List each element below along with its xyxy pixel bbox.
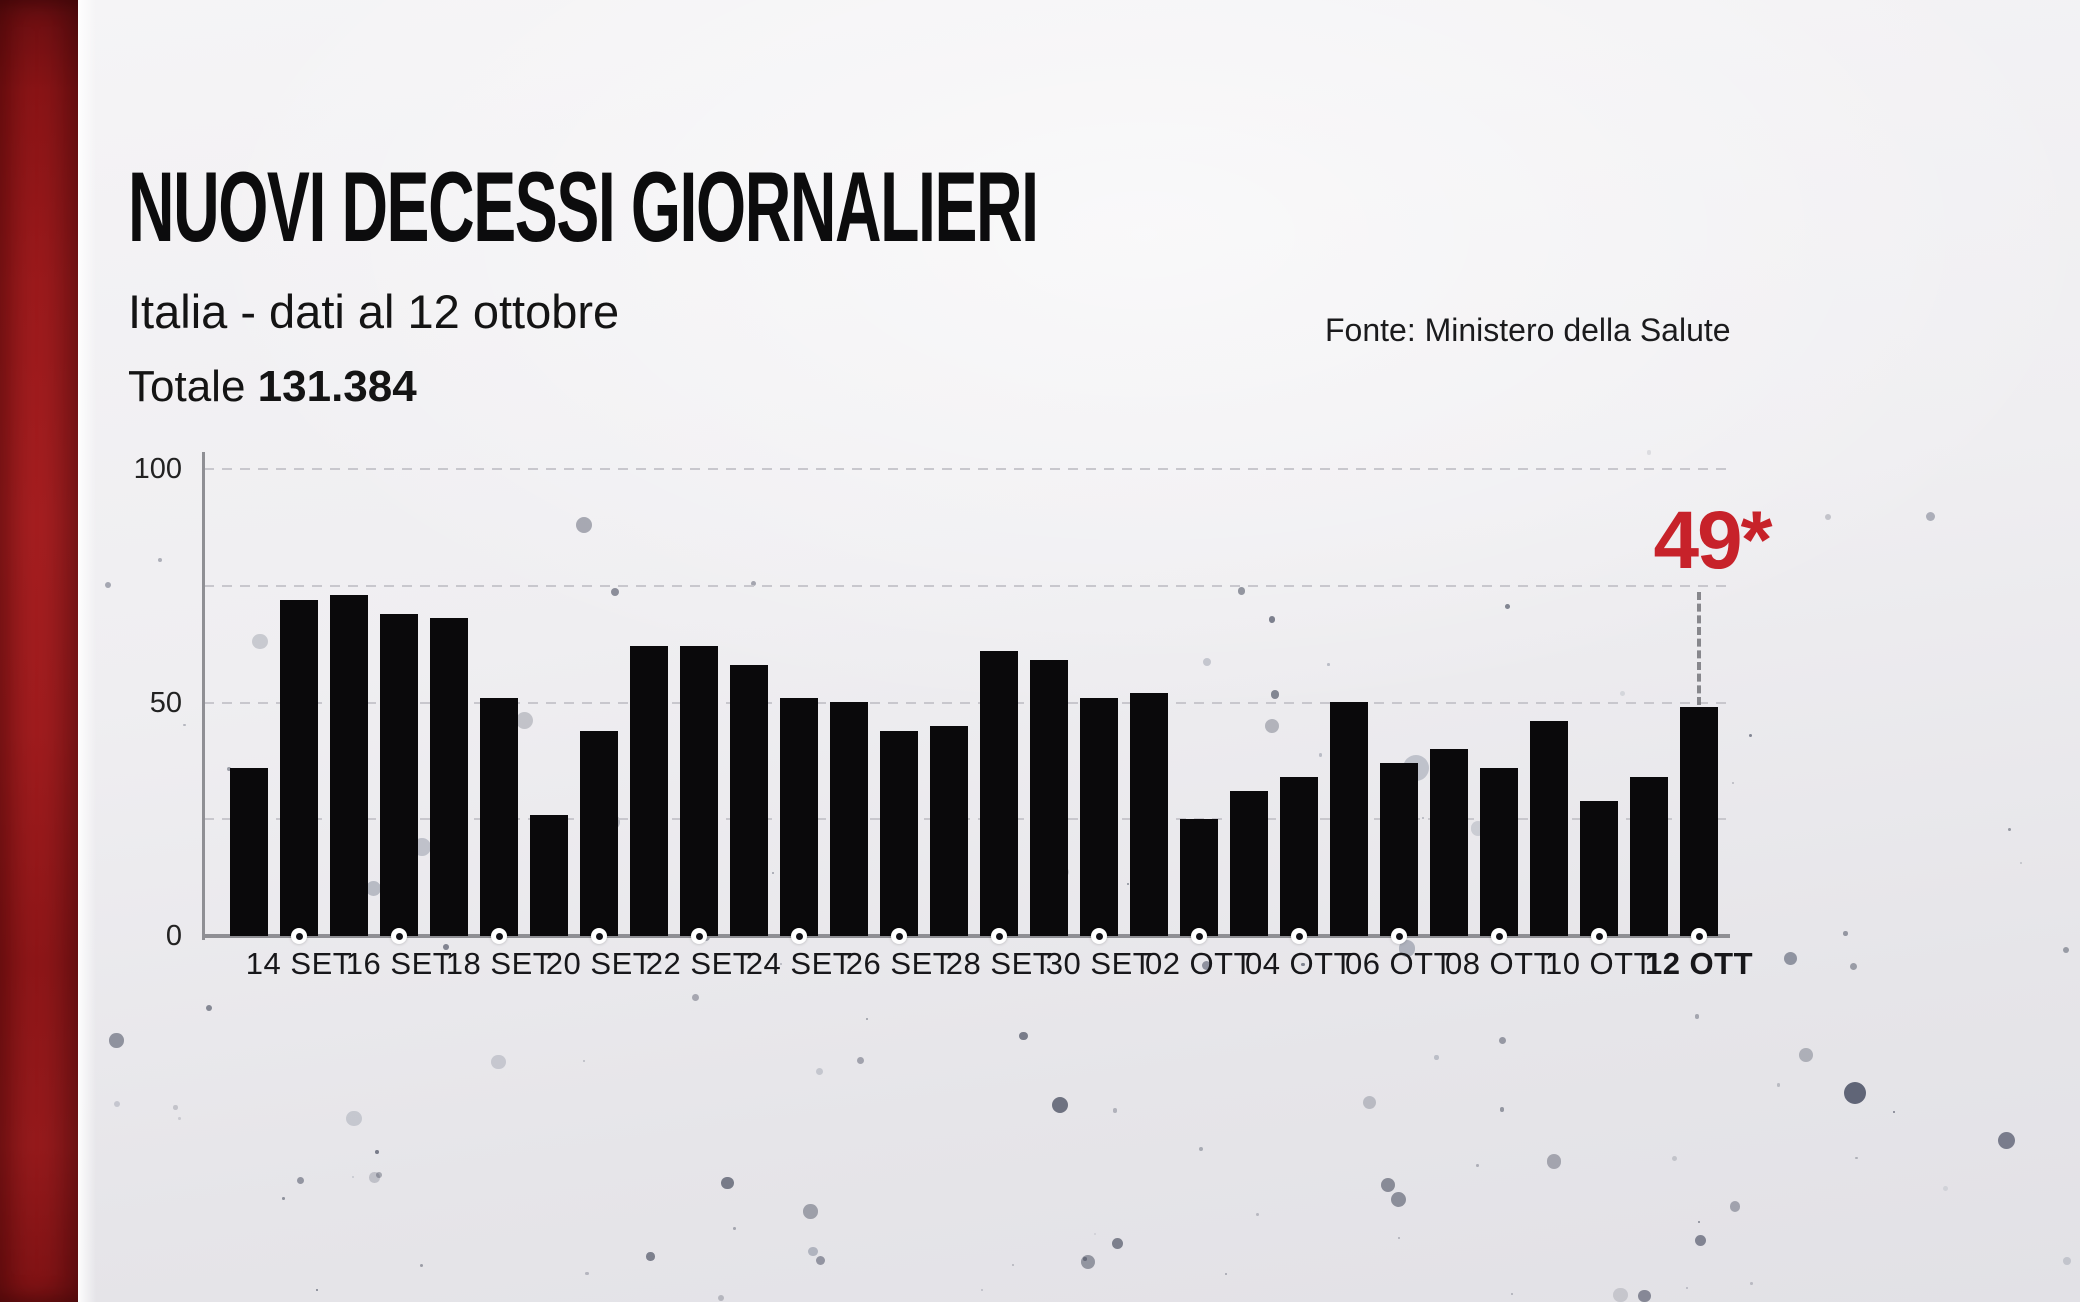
chart-subtitle: Italia - dati al 12 ottobre — [128, 285, 620, 338]
bar-26-set — [880, 731, 918, 936]
bar-06-ott — [1380, 763, 1418, 936]
page-title: NUOVI DECESSI GIORNALIERI — [128, 152, 1039, 263]
x-tick-label-16-set: 16 SET — [345, 946, 453, 981]
x-tick-label-20-set: 20 SET — [545, 946, 653, 981]
annotation-dashed-line — [1697, 592, 1701, 706]
axis-marker-18-set — [491, 928, 507, 944]
total-label: Totale — [128, 362, 246, 411]
bar-19-set — [530, 815, 568, 936]
axis-marker-dot — [695, 932, 703, 940]
bar-05-ott — [1330, 702, 1368, 936]
axis-marker-16-set — [391, 928, 407, 944]
gridline-75 — [204, 584, 1727, 587]
x-axis-baseline — [202, 934, 1730, 938]
axis-marker-dot — [1495, 932, 1503, 940]
axis-marker-dot — [795, 932, 803, 940]
bar-16-set — [380, 614, 418, 936]
axis-marker-dot — [1295, 932, 1303, 940]
x-tick-label-12-ott: 12 OTT — [1644, 946, 1754, 981]
axis-marker-26-set — [891, 928, 907, 944]
annotation-last-value: 49* — [1653, 495, 1772, 586]
axis-marker-22-set — [691, 928, 707, 944]
x-tick-label-22-set: 22 SET — [645, 946, 753, 981]
axis-marker-08-ott — [1491, 928, 1507, 944]
bar-25-set — [830, 702, 868, 936]
x-tick-label-10-ott: 10 OTT — [1544, 946, 1654, 981]
gridline-50 — [204, 701, 1727, 704]
bar-02-ott — [1180, 819, 1218, 936]
x-tick-label-28-set: 28 SET — [945, 946, 1053, 981]
bar-12-ott — [1680, 707, 1718, 936]
axis-marker-12-ott — [1691, 928, 1707, 944]
axis-marker-14-set — [291, 928, 307, 944]
y-axis-line — [202, 452, 205, 940]
bar-01-ott — [1130, 693, 1168, 936]
axis-marker-dot — [395, 932, 403, 940]
bar-29-set — [1030, 660, 1068, 936]
bar-27-set — [930, 726, 968, 936]
y-tick-label-50: 50 — [149, 686, 182, 719]
axis-marker-06-ott — [1391, 928, 1407, 944]
bar-08-ott — [1480, 768, 1518, 936]
x-tick-label-14-set: 14 SET — [245, 946, 353, 981]
bar-18-set — [480, 698, 518, 936]
axis-marker-20-set — [591, 928, 607, 944]
axis-marker-dot — [595, 932, 603, 940]
total-line: Totale 131.384 — [128, 362, 417, 412]
bar-09-ott — [1530, 721, 1568, 936]
bar-24-set — [780, 698, 818, 936]
axis-marker-02-ott — [1191, 928, 1207, 944]
bar-13-set — [230, 768, 268, 936]
left-red-strip — [0, 0, 78, 1302]
x-tick-label-26-set: 26 SET — [845, 946, 953, 981]
y-tick-label-100: 100 — [133, 453, 182, 485]
bar-11-ott — [1630, 777, 1668, 936]
axis-marker-24-set — [791, 928, 807, 944]
bar-15-set — [330, 595, 368, 936]
source-credit: Fonte: Ministero della Salute — [1325, 312, 1731, 348]
x-tick-label-24-set: 24 SET — [745, 946, 853, 981]
axis-marker-dot — [995, 932, 1003, 940]
axis-marker-dot — [1595, 932, 1603, 940]
axis-marker-dot — [1395, 932, 1403, 940]
bar-14-set — [280, 600, 318, 936]
x-tick-label-02-ott: 02 OTT — [1144, 946, 1254, 981]
axis-marker-dot — [1095, 932, 1103, 940]
bar-07-ott — [1430, 749, 1468, 936]
x-tick-label-18-set: 18 SET — [445, 946, 553, 981]
bar-23-set — [730, 665, 768, 936]
x-tick-label-04-ott: 04 OTT — [1244, 946, 1354, 981]
axis-marker-10-ott — [1591, 928, 1607, 944]
bar-03-ott — [1230, 791, 1268, 936]
axis-marker-dot — [895, 932, 903, 940]
axis-marker-dot — [495, 932, 503, 940]
total-value: 131.384 — [257, 362, 417, 411]
axis-marker-dot — [1195, 932, 1203, 940]
bar-30-set — [1080, 698, 1118, 936]
bar-22-set — [680, 646, 718, 936]
x-tick-label-30-set: 30 SET — [1045, 946, 1153, 981]
bar-20-set — [580, 731, 618, 936]
bar-28-set — [980, 651, 1018, 936]
bar-21-set — [630, 646, 668, 936]
axis-marker-28-set — [991, 928, 1007, 944]
gridline-100 — [204, 468, 1727, 470]
axis-marker-04-ott — [1291, 928, 1307, 944]
bar-04-ott — [1280, 777, 1318, 936]
bar-10-ott — [1580, 801, 1618, 936]
bar-17-set — [430, 618, 468, 936]
y-tick-label-0: 0 — [165, 920, 182, 952]
x-tick-label-08-ott: 08 OTT — [1444, 946, 1554, 981]
left-strip-highlight — [78, 0, 96, 1302]
axis-marker-dot — [1695, 932, 1703, 940]
axis-marker-30-set — [1091, 928, 1107, 944]
axis-marker-dot — [295, 932, 303, 940]
